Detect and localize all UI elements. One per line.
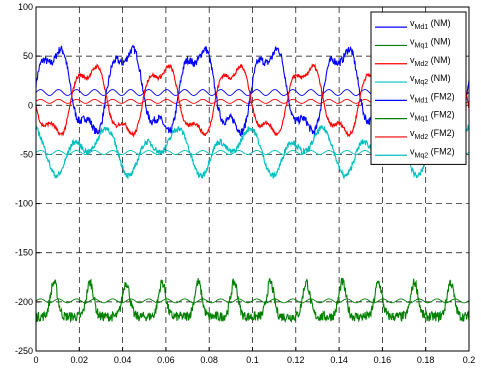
legend-label-7: vMq2 (FM2) [410, 146, 455, 159]
y-tick-label: -150 [15, 248, 33, 258]
x-tick-label: 0.14 [330, 355, 348, 365]
legend-label-2: vMd2 (NM) [410, 55, 451, 68]
y-tick-label: 100 [18, 2, 33, 12]
x-tick-label: 0.18 [417, 355, 435, 365]
x-tick-label: 0.04 [114, 355, 132, 365]
x-tick-label: 0.08 [200, 355, 218, 365]
legend-label-6: vMd2 (FM2) [410, 128, 455, 141]
y-tick-label: -250 [15, 346, 33, 356]
x-tick-label: 0.16 [374, 355, 392, 365]
legend: vMd1 (NM) vMq1 (NM) vMd2 (NM) vMq2 (NM) vMd1… [370, 11, 467, 165]
y-tick-label: 50 [23, 51, 33, 61]
x-tick-label: 0.02 [71, 355, 89, 365]
legend-label-0: vMd1 (NM) [410, 18, 451, 31]
legend-box [370, 11, 467, 165]
y-tick-label: -50 [20, 149, 33, 159]
legend-label-5: vMq1 (FM2) [410, 110, 455, 123]
x-tick-label: 0.06 [157, 355, 175, 365]
series-line-5 [35, 277, 470, 324]
legend-label-1: vMq1 (NM) [410, 36, 451, 49]
legend-label-3: vMq2 (NM) [410, 73, 451, 86]
y-tick-label: -100 [15, 199, 33, 209]
legend-label-4: vMd1 (FM2) [410, 91, 455, 104]
y-tick-label: 0 [28, 100, 33, 110]
x-tick-label: 0.1 [246, 355, 259, 365]
x-tick-label: 0 [33, 355, 38, 365]
axis-ticks: 0 0.02 0.04 0.06 0.08 0.1 0.12 0.14 0.16 0.18 0.2 1… [15, 2, 475, 365]
x-tick-label: 0.12 [287, 355, 305, 365]
x-tick-label: 0.2 [463, 355, 476, 365]
series-line-1 [35, 298, 470, 304]
y-tick-label: -200 [15, 297, 33, 307]
grid-lines [36, 7, 469, 351]
